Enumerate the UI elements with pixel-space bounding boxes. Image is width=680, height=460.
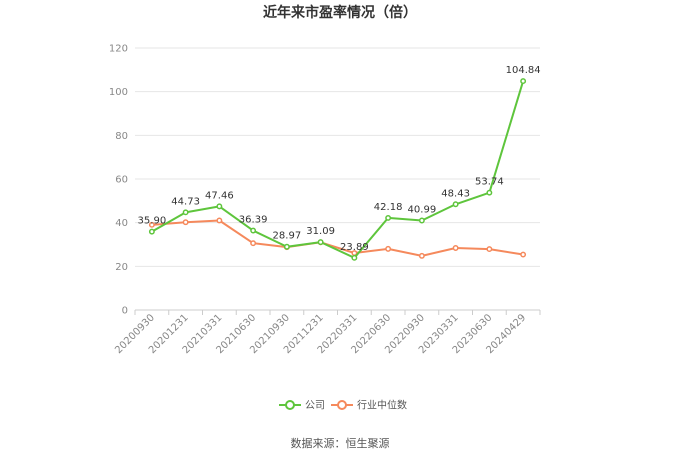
data-point-1: [452, 245, 459, 251]
legend-label: 行业中位数: [357, 399, 407, 412]
y-tick-label: 120: [109, 44, 128, 55]
data-point-0: [317, 239, 324, 246]
grid-lines: [135, 47, 540, 267]
data-point-0: [486, 189, 493, 196]
y-tick-label: 100: [109, 87, 128, 98]
data-label: 28.97: [273, 231, 302, 242]
y-tick-label: 0: [122, 306, 128, 317]
series-line-0: [151, 80, 525, 259]
data-label: 42.18: [374, 202, 403, 213]
legend-swatch-marker: [337, 400, 347, 410]
data-point-0: [216, 203, 223, 210]
x-axis: 2020093020201231202103312021063020210930…: [113, 309, 541, 356]
data-point-0: [520, 78, 527, 85]
y-tick-label: 80: [115, 131, 128, 142]
series-line-1: [151, 219, 524, 257]
data-point-1: [182, 219, 189, 226]
legend-swatch-marker: [285, 400, 295, 410]
data-label: 23.89: [340, 242, 369, 253]
data-label: 53.74: [475, 177, 504, 188]
data-label: 104.84: [506, 65, 541, 76]
chart-title: 近年来市盈率情况（倍）: [263, 4, 417, 21]
data-point-0: [182, 209, 189, 216]
data-point-1: [250, 240, 257, 247]
data-label: 40.99: [408, 205, 437, 216]
series-layer: 35.90 44.73 47.46 36.39 28.97 31.09 23.89 42.18…: [138, 65, 541, 261]
data-point-1: [418, 252, 425, 259]
data-source: 数据来源：恒生聚源: [291, 436, 390, 450]
legend-label: 公司: [305, 401, 325, 412]
data-point-1: [148, 221, 155, 228]
data-point-0: [283, 243, 290, 250]
data-point-0: [148, 228, 155, 235]
data-point-1: [486, 246, 493, 253]
y-axis: 0 20 40 60 80 100 120: [109, 44, 128, 317]
data-label: 44.73: [171, 196, 200, 207]
data-point-0: [385, 214, 392, 221]
data-label: 31.09: [306, 226, 335, 237]
legend: 公司 行业中位数: [279, 399, 407, 412]
data-point-1: [520, 251, 527, 258]
data-label: 47.46: [205, 190, 234, 201]
data-label: 35.90: [138, 216, 167, 227]
data-point-0: [351, 254, 358, 261]
data-point-1: [216, 217, 223, 224]
y-tick-label: 20: [115, 262, 128, 273]
data-point-0: [250, 227, 257, 234]
data-point-1: [385, 245, 392, 252]
data-point-0: [452, 201, 459, 208]
data-label: 48.43: [441, 188, 470, 199]
data-label: 36.39: [239, 215, 268, 226]
y-tick-label: 60: [115, 175, 128, 186]
y-tick-label: 40: [115, 218, 128, 229]
data-point-0: [418, 217, 425, 224]
